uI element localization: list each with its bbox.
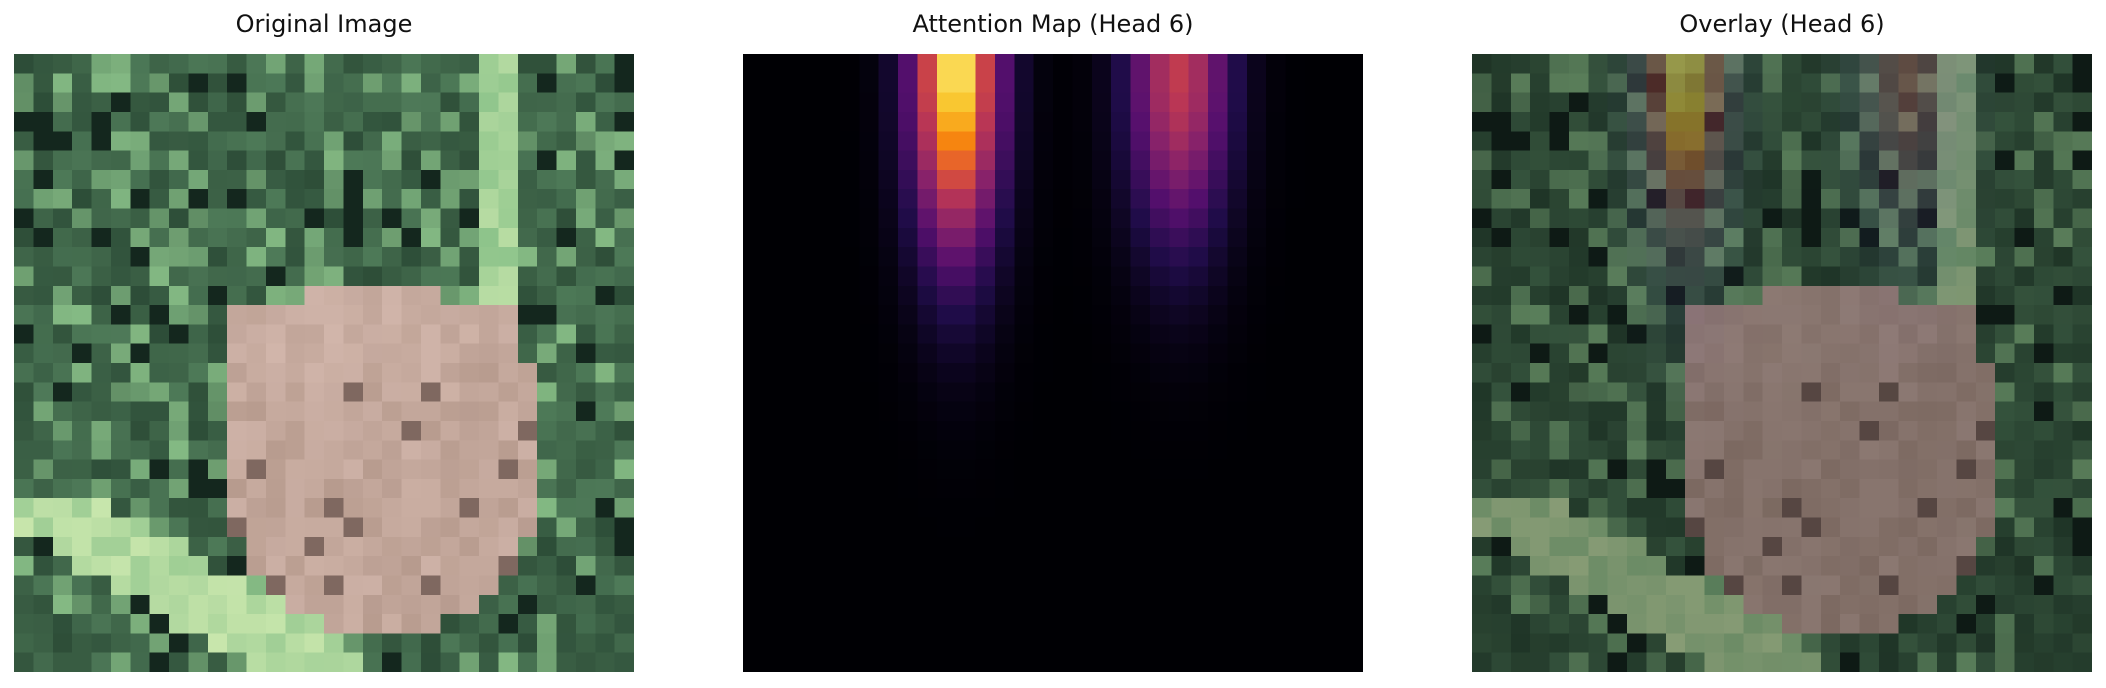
panel-title-original: Original Image [235,10,413,38]
overlay-image [1472,54,2092,672]
panel-attention-map: Attention Map (Head 6) [743,0,1363,688]
panel-overlay: Overlay (Head 6) [1472,0,2092,688]
original-image [14,54,634,672]
attention-map-image [743,54,1363,672]
panel-original-image: Original Image [14,0,634,688]
panel-title-attention: Attention Map (Head 6) [912,10,1194,38]
panel-title-overlay: Overlay (Head 6) [1679,10,1885,38]
